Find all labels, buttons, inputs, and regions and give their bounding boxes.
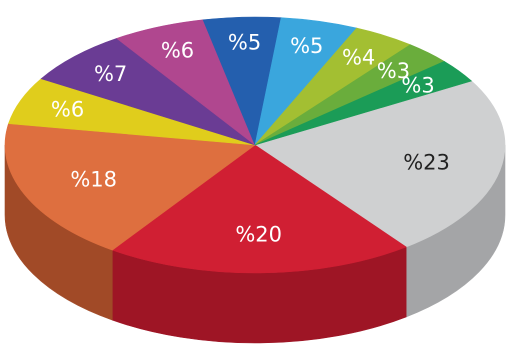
slice-label-1: %20 [235,223,282,247]
pie-top-faces [4,16,506,274]
pie-slice-4 [40,38,256,146]
pie-slice-2 [4,123,256,251]
slice-label-8: %4 [342,45,375,69]
slice-label-3: %6 [51,97,84,121]
slice-label-10: %3 [401,74,434,98]
slice-label-2: %18 [70,168,117,192]
slice-label-5: %6 [161,39,194,63]
slice-label-4: %7 [94,62,127,86]
pie-slice-0 [254,80,506,248]
slice-label-7: %5 [290,34,323,58]
pie-slice-1 [111,144,407,274]
pie-slice-10 [254,61,473,146]
slice-label-6: %5 [228,31,261,55]
slice-label-0: %23 [403,151,450,175]
pie-labels: %23%20%18%6%7%6 %5 %5 %4%3%3 [51,31,450,247]
slice-label-9: %3 [377,59,410,83]
